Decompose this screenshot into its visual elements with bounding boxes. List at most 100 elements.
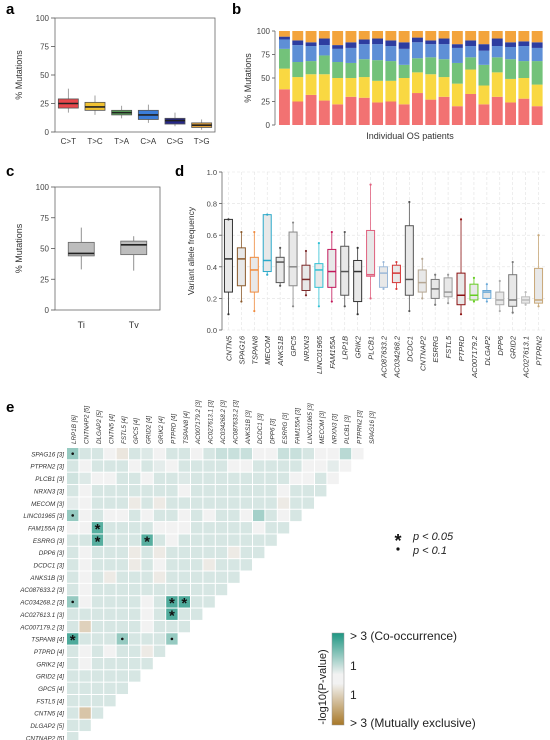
column-label: TSPAN8 [4] <box>183 411 190 444</box>
heatmap-cell <box>339 460 352 472</box>
heatmap-cell <box>129 448 141 460</box>
heatmap-cell <box>228 448 240 460</box>
panel-c: c 0 25 50 75 100 % Mutations Ti Tv <box>6 163 161 330</box>
heatmap-cell <box>91 460 104 472</box>
heatmap-cell <box>203 583 215 596</box>
stacked-bar-segment <box>438 96 450 125</box>
heatmap-cell <box>141 571 153 583</box>
heatmap-cell <box>91 633 104 645</box>
box <box>495 291 505 306</box>
stacked-bar-segment <box>412 58 423 73</box>
heatmap-cell <box>253 509 265 522</box>
x-axis-label: Individual OS patients <box>366 131 454 141</box>
x-tick-label: AC034268.2 <box>392 335 401 379</box>
stacked-bar-segment <box>372 38 384 45</box>
stacked-bar-segment <box>305 46 317 62</box>
data-point <box>395 260 398 264</box>
stacked-bar-segment <box>372 60 384 81</box>
row-label: GRID2 [4] <box>36 674 64 681</box>
heatmap-cell <box>240 497 252 509</box>
data-point <box>537 234 540 237</box>
x-tick-label: CNTNAP2 <box>418 335 427 371</box>
panel-label: b <box>232 1 241 18</box>
stacked-bar-segment <box>318 31 330 39</box>
heatmap-cell <box>203 497 215 509</box>
stacked-bar-segment <box>425 57 437 75</box>
stacked-bar-segment <box>372 31 384 39</box>
heatmap-cell <box>141 559 153 571</box>
heatmap-cell <box>240 534 252 546</box>
x-tick-label: ANKS1B <box>276 336 285 367</box>
x-tick-label: FAM155A <box>328 336 337 369</box>
stacked-bar-segment <box>438 44 450 60</box>
stacked-bar-segment <box>518 98 530 125</box>
box <box>288 231 298 287</box>
x-tick-label: GPC5 <box>289 335 298 356</box>
stacked-bar-segment <box>345 62 357 78</box>
data-point <box>447 273 450 276</box>
row-label: LINC01965 [3] <box>23 513 64 520</box>
column-label: DPP6 [3] <box>270 419 277 444</box>
heatmap-cell <box>104 670 116 682</box>
stacked-bar-segment <box>318 55 330 75</box>
stacked-bar-segment <box>318 45 330 56</box>
color-bar-label: > 3 (Mutually exclusive) <box>350 716 476 730</box>
heatmap-cell <box>116 460 128 472</box>
heatmap-cell <box>104 522 116 534</box>
heatmap-cell <box>178 448 190 460</box>
stacked-bar-segment <box>279 39 290 49</box>
data-point <box>369 183 372 186</box>
heatmap-cell <box>67 682 79 694</box>
heatmap-cell <box>302 497 314 509</box>
stacked-bar-segment <box>398 78 410 105</box>
heatmap-cell <box>339 448 352 460</box>
y-tick-label: 75 <box>40 43 49 52</box>
heatmap-cell <box>91 448 104 460</box>
heatmap-cell <box>178 472 190 485</box>
stacked-bar-segment <box>478 104 490 125</box>
heatmap-cell <box>67 620 79 633</box>
heatmap-cell <box>104 682 116 694</box>
heatmap-cell <box>129 670 141 682</box>
stacked-bar-segment <box>478 85 490 105</box>
significance-dot <box>71 452 74 455</box>
heatmap-cell <box>302 448 314 460</box>
data-point <box>434 273 437 276</box>
x-tick-label: T>G <box>194 137 210 146</box>
y-tick-label: 0.0 <box>207 326 217 335</box>
stacked-bar-segment <box>305 74 317 95</box>
data-point <box>524 290 527 294</box>
stacked-bar-segment <box>398 42 410 49</box>
heatmap-cell <box>265 460 277 472</box>
panel-a: a 0 25 50 75 100 % Mutations C>T T>C T>A C>A C>G T>G <box>6 1 216 146</box>
x-tick-label: LINC01965 <box>315 335 324 374</box>
heatmap-cell <box>178 596 190 608</box>
stacked-bar-segment <box>505 102 517 125</box>
box <box>67 241 95 257</box>
heatmap-cell <box>129 620 141 633</box>
stacked-bar-segment <box>518 31 530 42</box>
box <box>301 264 311 292</box>
panel-label: d <box>175 163 184 180</box>
heatmap-cell <box>215 497 228 509</box>
heatmap-cell <box>315 485 327 497</box>
heatmap-cell <box>104 657 116 670</box>
heatmap-cell <box>166 620 178 633</box>
y-tick-label: 25 <box>40 100 49 109</box>
heatmap-cell <box>166 448 178 460</box>
x-tick-label: NRXN3 <box>302 335 311 361</box>
row-label: SPAG16 [3] <box>31 451 64 458</box>
x-tick-label: CNTN5 <box>224 335 233 361</box>
data-point <box>447 302 450 305</box>
heatmap-cell <box>67 707 79 719</box>
data-point <box>511 311 514 314</box>
heatmap-cell <box>91 522 104 534</box>
y-tick-label: 100 <box>36 183 50 192</box>
heatmap-cell <box>79 608 91 620</box>
heatmap-cell <box>178 522 190 534</box>
data-point <box>227 218 230 221</box>
stacked-bar-segment <box>279 89 290 125</box>
row-label: AC034268.2 [3] <box>19 600 64 607</box>
heatmap-cell <box>153 448 166 460</box>
